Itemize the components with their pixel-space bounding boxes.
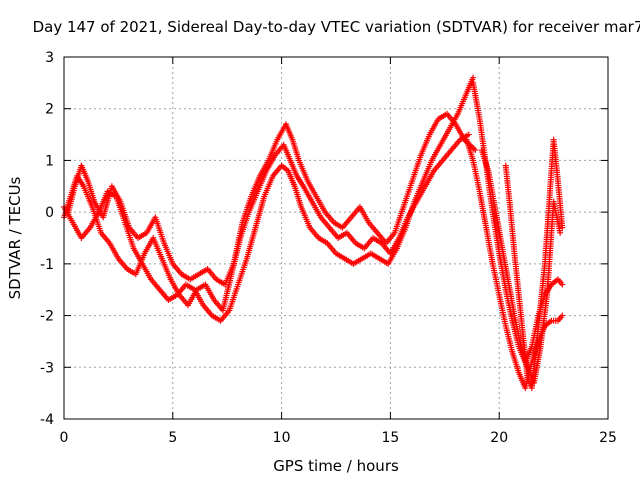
y-tick-label: -4: [40, 412, 54, 428]
y-tick-label: -3: [40, 360, 54, 376]
y-tick-label: 1: [45, 153, 54, 169]
y-tick-label: -1: [40, 257, 54, 273]
x-tick-label: 0: [60, 430, 69, 446]
data-point-track-c: [472, 147, 479, 154]
y-tick-label: -2: [40, 309, 54, 325]
y-axis-title: SDTVAR / TECUs: [6, 176, 24, 299]
data-point-track-g: [559, 224, 566, 231]
data-points: [61, 74, 566, 391]
x-tick-label: 20: [490, 430, 508, 446]
data-point-track-d: [559, 312, 566, 319]
y-tick-label: 2: [45, 102, 54, 118]
chart-title: Day 147 of 2021, Sidereal Day-to-day VTE…: [33, 18, 640, 36]
data-point-track-b: [470, 74, 477, 81]
y-tick-label: 0: [45, 205, 54, 221]
x-tick-label: 25: [599, 430, 617, 446]
data-point-track-e: [559, 281, 566, 288]
x-axis-title: GPS time / hours: [273, 457, 399, 475]
y-tick-label: 3: [45, 50, 54, 66]
data-point-track-f: [557, 229, 564, 236]
x-tick-label: 10: [273, 430, 291, 446]
plot-frame: [63, 56, 609, 420]
grid: [64, 57, 608, 419]
x-axis-ticks: 0 5 10 15 20 25: [60, 57, 617, 446]
data-point-track-a: [465, 131, 472, 138]
x-tick-label: 15: [381, 430, 399, 446]
x-tick-label: 5: [168, 430, 177, 446]
